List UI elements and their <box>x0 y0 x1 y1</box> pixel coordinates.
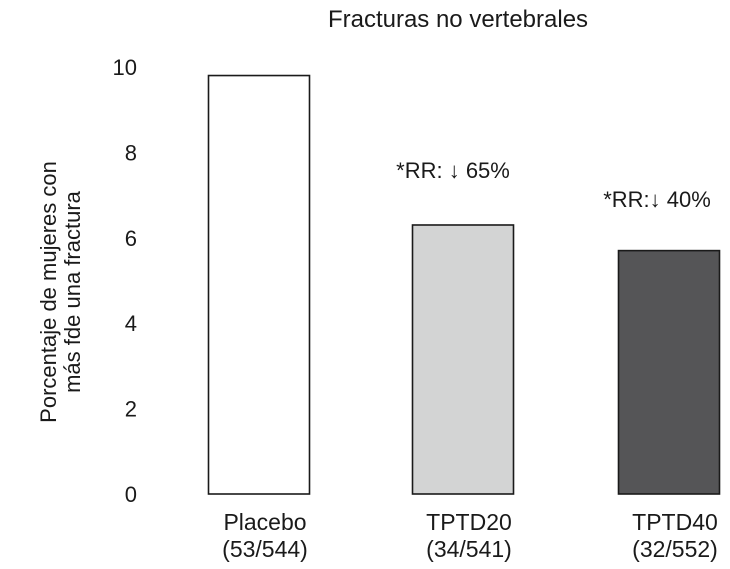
bar-annotation: *RR: ↓ 65% <box>396 158 510 183</box>
y-tick-label: 10 <box>113 55 137 80</box>
bars <box>207 74 721 495</box>
bar-tptd20 <box>411 224 515 495</box>
category-label: TPTD20 <box>426 509 512 535</box>
y-tick-label: 8 <box>125 140 137 165</box>
category-count-label: (34/541) <box>426 536 512 562</box>
y-tick-label: 2 <box>125 397 137 422</box>
y-axis-label-line-1: Porcentaje de mujeres con <box>36 161 61 423</box>
bar-placebo <box>207 74 311 495</box>
y-axis-ticks: 0 2 4 6 8 10 <box>113 55 137 507</box>
bar-annotation: *RR:↓ 40% <box>603 187 711 212</box>
y-axis-label-line-2: más fde una fractura <box>60 190 85 393</box>
bar-annotations: *RR: ↓ 65% *RR:↓ 40% <box>396 158 711 212</box>
y-tick-label: 6 <box>125 226 137 251</box>
category-label: Placebo <box>223 509 306 535</box>
category-count-label: (53/544) <box>222 536 308 562</box>
y-tick-label: 4 <box>125 311 137 336</box>
y-axis-label: Porcentaje de mujeres con más fde una fr… <box>36 161 85 423</box>
category-label: TPTD40 <box>632 509 718 535</box>
category-count-label: (32/552) <box>632 536 718 562</box>
chart-title: Fracturas no vertebrales <box>328 6 588 33</box>
y-tick-label: 0 <box>125 482 137 507</box>
category-labels: Placebo(53/544) TPTD20(34/541) TPTD40(32/5… <box>222 509 718 562</box>
bar-tptd40 <box>617 249 721 495</box>
